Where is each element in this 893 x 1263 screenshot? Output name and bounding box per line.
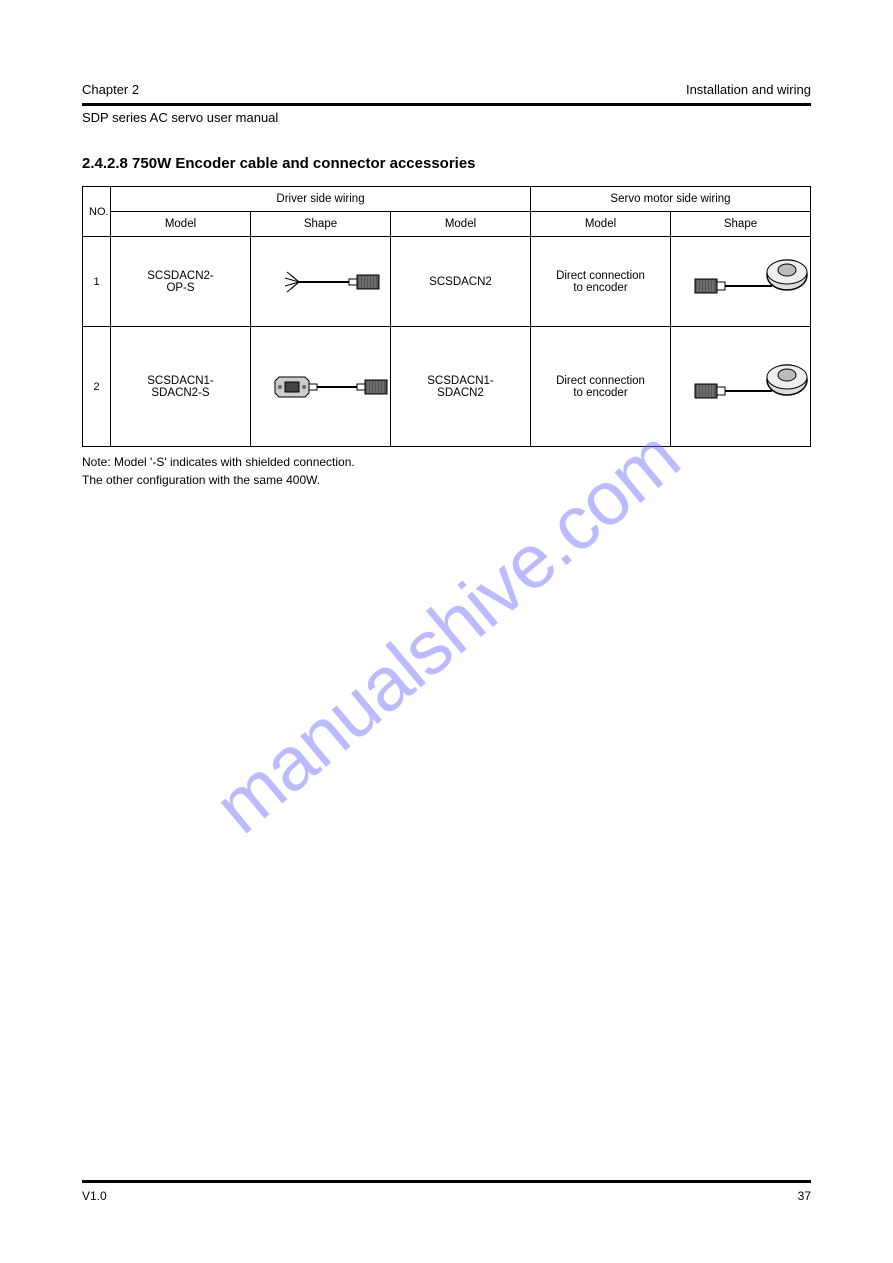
col-header-shape-2: Shape	[671, 212, 811, 237]
table-header-row-2: Model Shape Model Model Shape	[83, 212, 811, 237]
page-container: Chapter 2 Installation and wiring SDP se…	[0, 0, 893, 1263]
footer-page-number: 37	[798, 1189, 811, 1203]
cable-encoder-icon	[677, 257, 827, 307]
cell-no: 2	[83, 327, 111, 447]
page-footer: V1.0 37	[82, 1180, 811, 1203]
table-row: 2 SCSDACN1- SDACN2-S	[83, 327, 811, 447]
cell-model-2: SCSDACN1- SDACN2	[391, 327, 531, 447]
cell-model-1: SCSDACN1- SDACN2-S	[111, 327, 251, 447]
cell-shape-2	[671, 237, 811, 327]
cell-text: SCSDACN1- SDACN2	[427, 375, 493, 399]
cell-model-2: SCSDACN2	[391, 237, 531, 327]
cell-shape-1	[251, 327, 391, 447]
table-header-row-1: NO. Driver side wiring Servo motor side …	[83, 187, 811, 212]
table-row: 1 SCSDACN2- OP-S	[83, 237, 811, 327]
header-title: Installation and wiring	[686, 82, 811, 97]
cell-text: SCSDACN2- OP-S	[147, 270, 213, 294]
col-header-model-1: Model	[111, 212, 251, 237]
header-subtitle: SDP series AC servo user manual	[82, 110, 811, 125]
cell-text: Direct connection to encoder	[556, 375, 645, 399]
col-header-driver-side: Driver side wiring	[111, 187, 531, 212]
header-chapter: Chapter 2	[82, 82, 139, 97]
section-heading: 2.4.2.8 750W Encoder cable and connector…	[82, 155, 811, 172]
cell-model-3: Direct connection to encoder	[531, 237, 671, 327]
cell-text: Direct connection to encoder	[556, 270, 645, 294]
page-header: Chapter 2 Installation and wiring	[82, 82, 811, 106]
col-header-shape-1: Shape	[251, 212, 391, 237]
table-footnote-2: The other configuration with the same 40…	[82, 473, 811, 487]
cell-shape-2	[671, 327, 811, 447]
accessories-table: NO. Driver side wiring Servo motor side …	[82, 186, 811, 447]
col-header-model-2: Model	[391, 212, 531, 237]
table-footnote-1: Note: Model '-S' indicates with shielded…	[82, 455, 811, 469]
cell-shape-1	[251, 237, 391, 327]
footer-version: V1.0	[82, 1189, 107, 1203]
cable-encoder-icon	[677, 362, 827, 412]
col-header-motor-side: Servo motor side wiring	[531, 187, 811, 212]
col-header-no: NO.	[83, 187, 111, 237]
cable-loose-wires-icon	[257, 262, 407, 302]
cell-no: 1	[83, 237, 111, 327]
cell-model-3: Direct connection to encoder	[531, 327, 671, 447]
cell-model-1: SCSDACN2- OP-S	[111, 237, 251, 327]
cell-text: SCSDACN1- SDACN2-S	[147, 375, 213, 399]
col-header-model-3: Model	[531, 212, 671, 237]
